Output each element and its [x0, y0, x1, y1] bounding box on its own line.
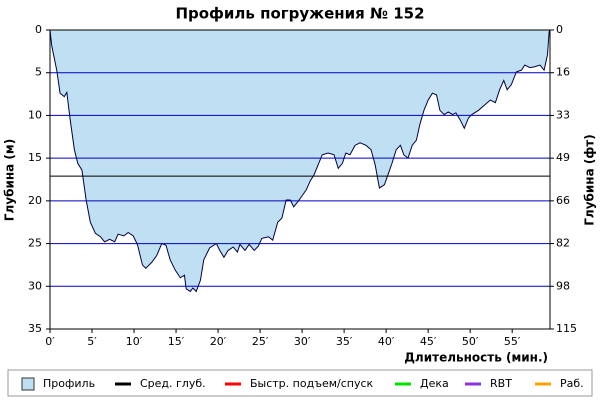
x-tick-label: 10′ [126, 335, 143, 348]
y-tick-label: 10 [28, 108, 42, 121]
y-tick-label: 35 [28, 322, 42, 335]
x-tick-label: 15′ [168, 335, 185, 348]
legend-box [7, 369, 593, 397]
legend-label: RBT [490, 377, 512, 390]
legend-label: Сред. глуб. [140, 377, 206, 390]
x-tick-label: 40′ [378, 335, 395, 348]
y2-tick-label: 98 [556, 279, 570, 292]
x-tick-label: 45′ [420, 335, 437, 348]
legend-label: Быстр. подъем/спуск [250, 377, 374, 390]
y2-tick-label: 16 [556, 66, 570, 79]
legend-swatch [21, 377, 35, 391]
y2-axis-title: Глубина (фт) [583, 134, 597, 225]
y-tick-label: 15 [28, 151, 42, 164]
x-axis-title: Длительность (мин.) [404, 351, 548, 365]
y-tick-label: 0 [35, 23, 42, 36]
x-tick-label: 30′ [294, 335, 311, 348]
y2-tick-label: 115 [556, 322, 577, 335]
y2-tick-label: 33 [556, 108, 570, 121]
chart-title: Профиль погружения № 152 [175, 5, 424, 23]
y2-tick-label: 49 [556, 151, 570, 164]
y2-tick-label: 0 [556, 23, 563, 36]
y-tick-label: 20 [28, 194, 42, 207]
y2-tick-label: 66 [556, 194, 570, 207]
x-tick-label: 0′ [45, 335, 55, 348]
x-tick-label: 25′ [252, 335, 269, 348]
profile-area [50, 30, 550, 292]
x-tick-label: 50′ [462, 335, 479, 348]
legend-label: Раб. [560, 377, 584, 390]
y-tick-label: 5 [35, 66, 42, 79]
legend-label: Профиль [43, 377, 95, 390]
y2-tick-label: 82 [556, 237, 570, 250]
y-tick-label: 30 [28, 279, 42, 292]
y-tick-label: 25 [28, 237, 42, 250]
y-axis-title: Глубина (м) [3, 139, 17, 221]
profile-line [49, 29, 551, 293]
x-tick-label: 35′ [336, 335, 353, 348]
legend-label: Дека [420, 377, 449, 390]
x-tick-label: 5′ [87, 335, 97, 348]
plot-frame [49, 29, 551, 330]
x-tick-label: 55′ [504, 335, 521, 348]
x-tick-label: 20′ [210, 335, 227, 348]
